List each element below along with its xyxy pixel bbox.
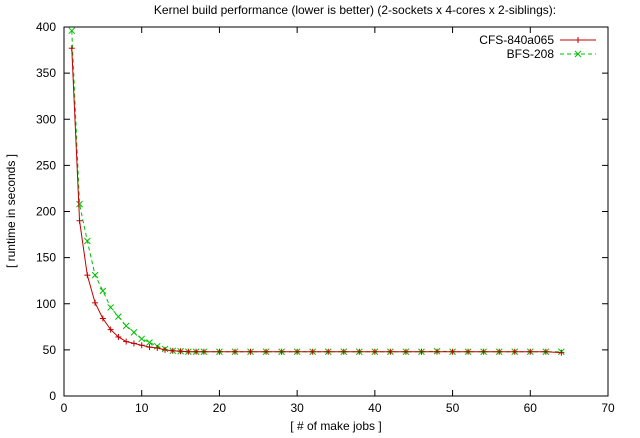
data-point (76, 217, 83, 224)
x-tick-label: 10 (135, 401, 149, 415)
x-axis-label: [ # of make jobs ] (290, 419, 381, 433)
y-tick-label: 200 (36, 205, 56, 219)
data-point (247, 348, 254, 355)
series-line (71, 48, 562, 354)
x-axis: 0 10 20 30 40 50 60 70 (61, 27, 615, 415)
data-point (83, 237, 91, 245)
y-tick-label: 350 (36, 66, 56, 80)
data-point (169, 347, 176, 354)
cross-marker-b (115, 313, 122, 321)
y-tick-label: 50 (43, 343, 57, 357)
series-layer (68, 27, 565, 356)
data-point (574, 50, 582, 58)
x-tick-label: 50 (446, 401, 460, 415)
y-tick-label: 0 (49, 389, 56, 403)
cross-marker-b (76, 200, 83, 208)
data-point (130, 328, 138, 336)
data-point (278, 348, 285, 355)
data-point (146, 339, 153, 346)
x-tick-label: 20 (213, 401, 227, 415)
data-point (449, 348, 456, 355)
data-point (575, 37, 581, 43)
y-tick-label: 300 (36, 112, 56, 126)
data-point (193, 348, 200, 355)
y-tick-label: 150 (36, 251, 56, 265)
cross-marker-b (99, 287, 107, 295)
data-point (511, 348, 518, 355)
x-tick-label: 70 (601, 401, 615, 415)
data-point (115, 313, 122, 321)
legend-label: BFS-208 (507, 47, 555, 61)
data-point (91, 271, 99, 279)
y-tick-label: 100 (36, 297, 56, 311)
data-point (402, 348, 409, 355)
cross-marker-b (83, 237, 91, 245)
cross-marker-b (574, 50, 582, 58)
cross-marker-b (107, 304, 114, 311)
series-line (71, 30, 562, 353)
x-tick-label: 0 (61, 401, 68, 415)
data-point (122, 322, 130, 330)
data-point (527, 348, 534, 355)
data-point (185, 348, 192, 355)
data-point (123, 338, 130, 345)
data-point (84, 272, 91, 279)
cross-marker-b (68, 27, 76, 35)
data-point (418, 348, 425, 355)
data-point (542, 348, 549, 355)
cross-marker-b (122, 322, 130, 330)
cross-marker-b (138, 335, 146, 343)
data-point (92, 299, 99, 306)
data-point (465, 348, 472, 355)
data-point (107, 326, 114, 333)
data-point (115, 333, 122, 340)
data-point (434, 348, 441, 355)
data-point (200, 348, 207, 355)
data-point (138, 342, 145, 349)
y-axis: 0 50 100 150 200 250 300 350 400 (36, 20, 608, 403)
data-point (107, 304, 114, 311)
series-bfs-208 (68, 27, 565, 356)
data-point (177, 348, 184, 355)
cross-marker-b (130, 328, 138, 336)
data-point (99, 315, 106, 322)
data-point (309, 348, 316, 355)
x-tick-label: 30 (290, 401, 304, 415)
chart-title: Kernel build performance (lower is bette… (154, 3, 556, 17)
data-point (558, 349, 565, 356)
y-tick-label: 250 (36, 158, 56, 172)
data-point (496, 348, 503, 355)
data-point (146, 344, 153, 351)
legend-entry: CFS-840a065 (479, 33, 596, 47)
data-point (130, 340, 137, 347)
cross-marker-b (91, 271, 99, 279)
data-point (387, 348, 394, 355)
data-point (154, 345, 161, 352)
cross-marker-b (146, 339, 153, 346)
x-tick-label: 60 (524, 401, 538, 415)
x-tick-label: 40 (368, 401, 382, 415)
data-point (68, 45, 75, 52)
data-point (480, 348, 487, 355)
data-point (356, 348, 363, 355)
data-point (138, 335, 146, 343)
data-point (263, 348, 270, 355)
data-point (99, 287, 107, 295)
y-tick-label: 400 (36, 20, 56, 34)
y-axis-label: [ runtime in seconds ] (4, 154, 18, 268)
series-cfs-840a065 (68, 45, 565, 356)
data-point (340, 348, 347, 355)
data-point (294, 348, 301, 355)
legend-label: CFS-840a065 (479, 33, 554, 47)
data-point (76, 200, 83, 208)
data-point (231, 348, 238, 355)
data-point (371, 348, 378, 355)
legend-entry: BFS-208 (507, 47, 596, 61)
data-point (325, 348, 332, 355)
data-point (216, 348, 223, 355)
data-point (68, 27, 76, 35)
data-point (162, 346, 169, 353)
